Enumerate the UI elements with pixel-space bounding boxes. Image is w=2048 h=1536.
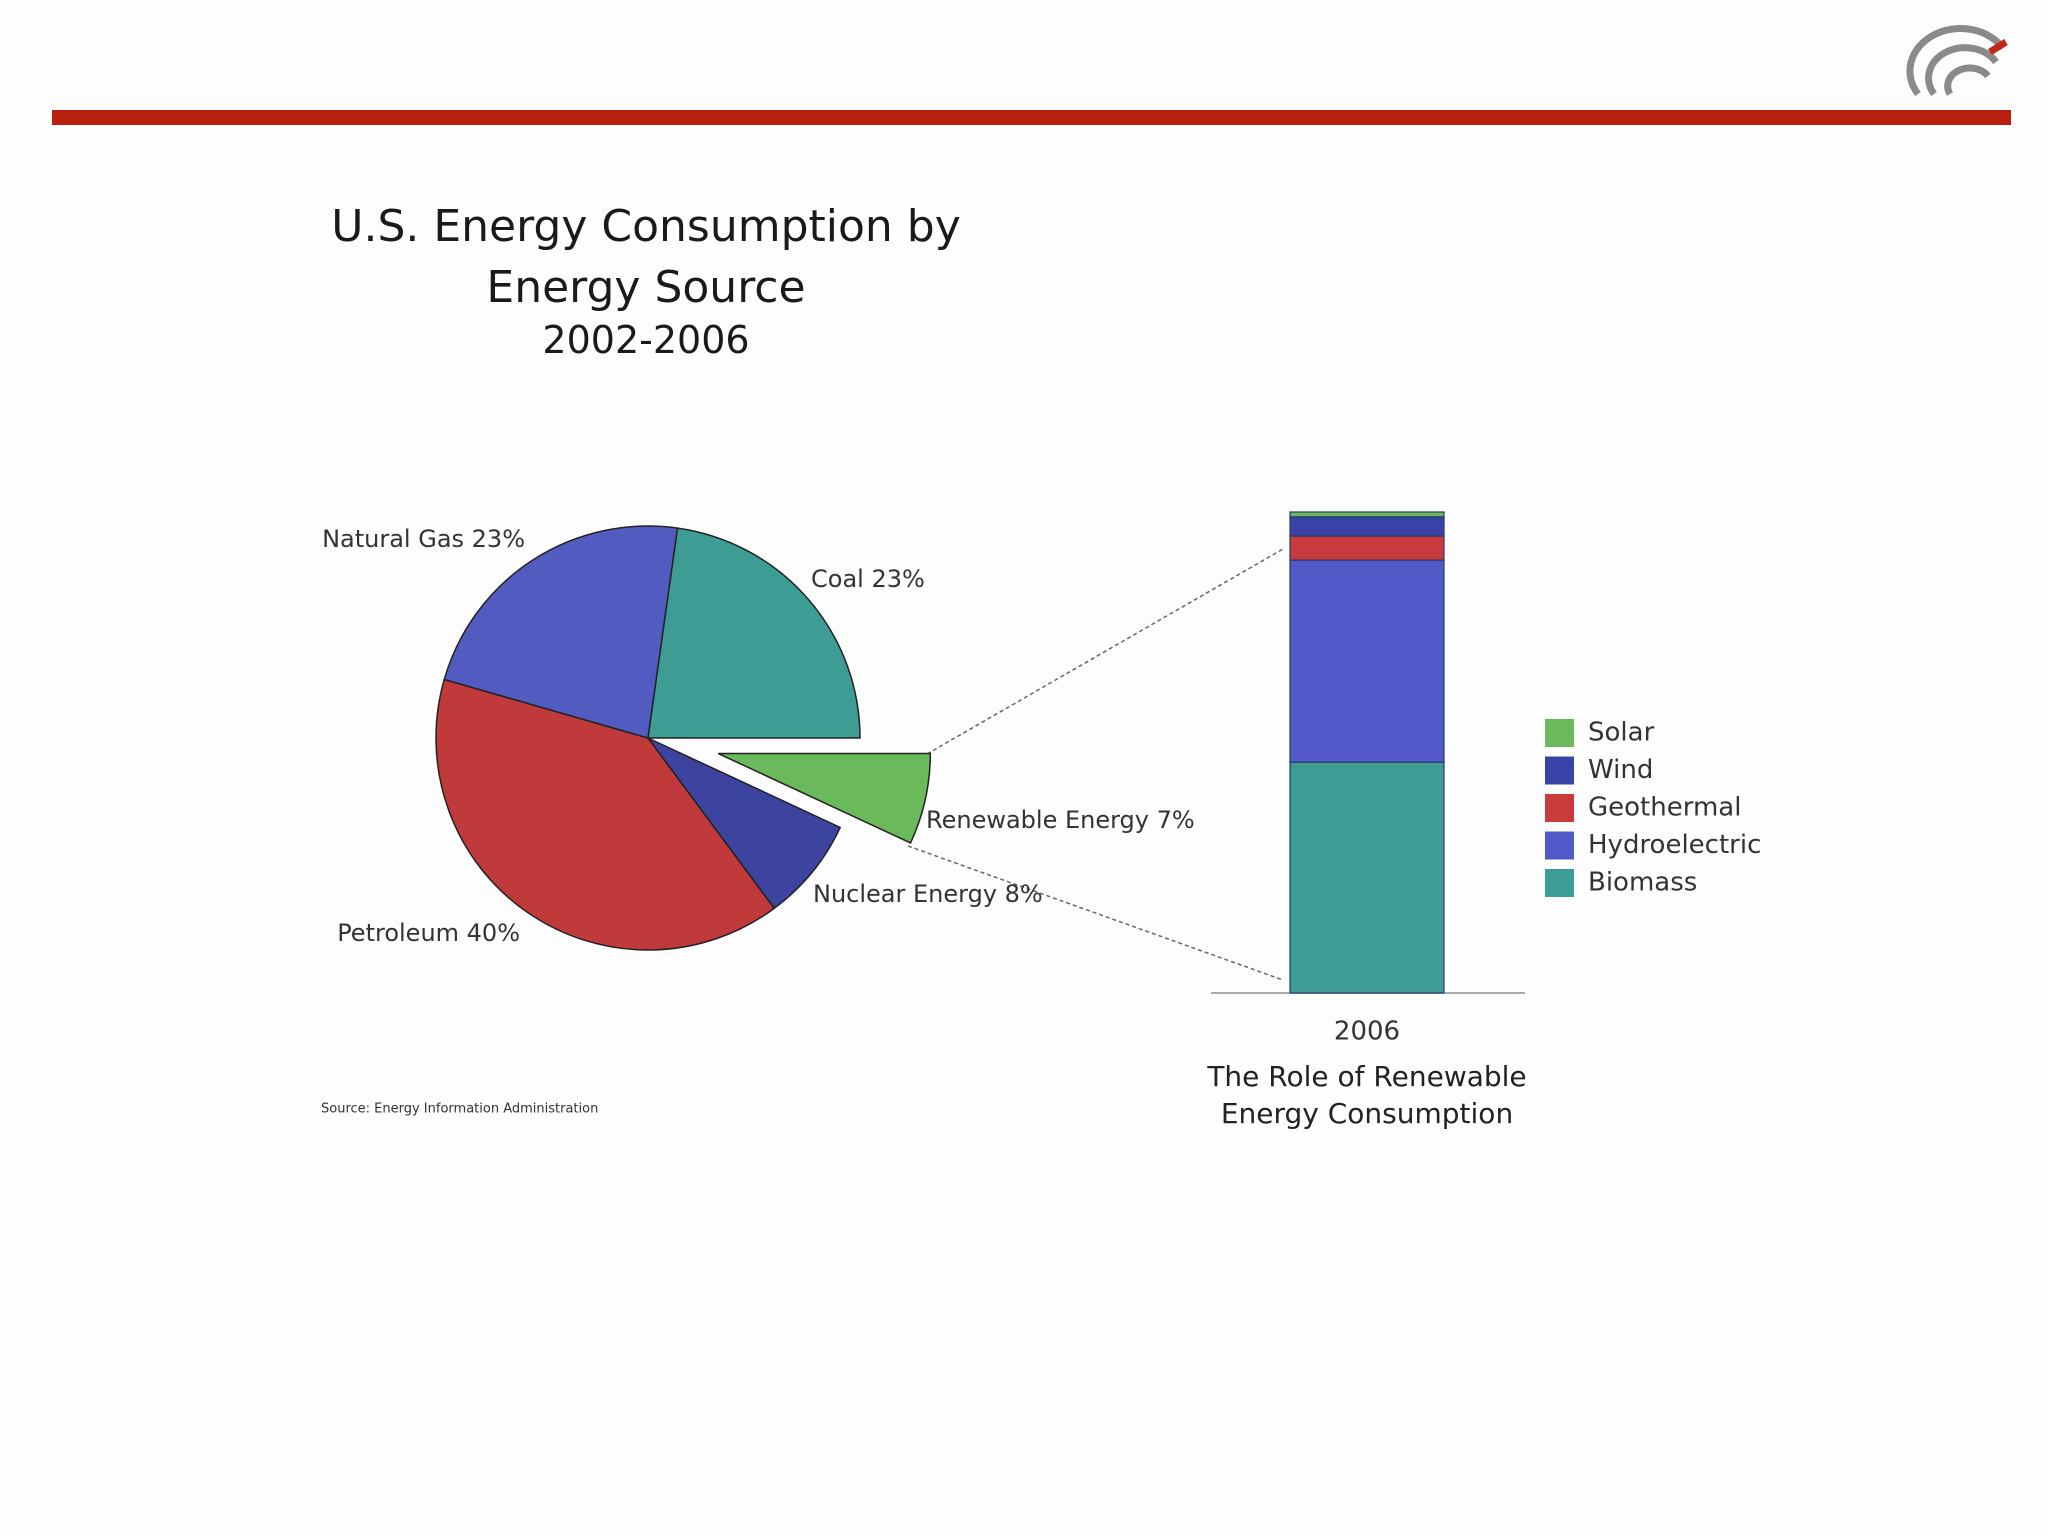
connector [926,548,1284,755]
source-note: Source: Energy Information Administratio… [321,1102,598,1117]
bar-segment [1289,535,1445,561]
bar-segment [1289,511,1445,518]
bar-segment [1289,559,1445,763]
legend-swatch [1545,719,1574,747]
legend-label: Solar [1588,718,1655,748]
pie-slice [435,678,776,951]
bar-segment [1289,516,1445,537]
slice-label: Renewable Energy 7% [926,806,1195,834]
header-rule [52,110,2011,125]
legend-label: Biomass [1588,868,1697,898]
legend-swatch [1545,869,1574,897]
chart-title: The Role of Renewable Energy Consumption [1207,1060,1527,1130]
pie-slice [443,525,679,739]
legend-swatch [1545,794,1574,822]
bar-segment [1289,761,1445,994]
pie-slice [647,527,861,739]
chart-title: U.S. Energy Consumption by Energy Source [331,201,961,313]
slice-label: Natural Gas 23% [322,525,525,553]
legend-label: Hydroelectric [1588,830,1761,860]
stacked-bar: Biomass Hydroelectric Geothermal Wind Solar [1211,511,1761,994]
pie-slice [647,737,842,910]
slice-label: Nuclear Energy 8% [813,880,1043,908]
slice-label: Petroleum 40% [337,919,520,947]
chart-subtitle: 2002-2006 [542,318,750,362]
slice-label: Coal 23% [811,565,925,593]
connector [907,845,1284,981]
pie [435,525,932,951]
legend-label: Geothermal [1588,793,1741,823]
legend-swatch [1545,831,1574,860]
legend-label: Wind [1588,755,1653,785]
legend-swatch [1545,756,1574,785]
pie-slice [717,752,932,844]
logo [1906,25,2008,97]
x-tick-label: 2006 [1334,1017,1400,1047]
